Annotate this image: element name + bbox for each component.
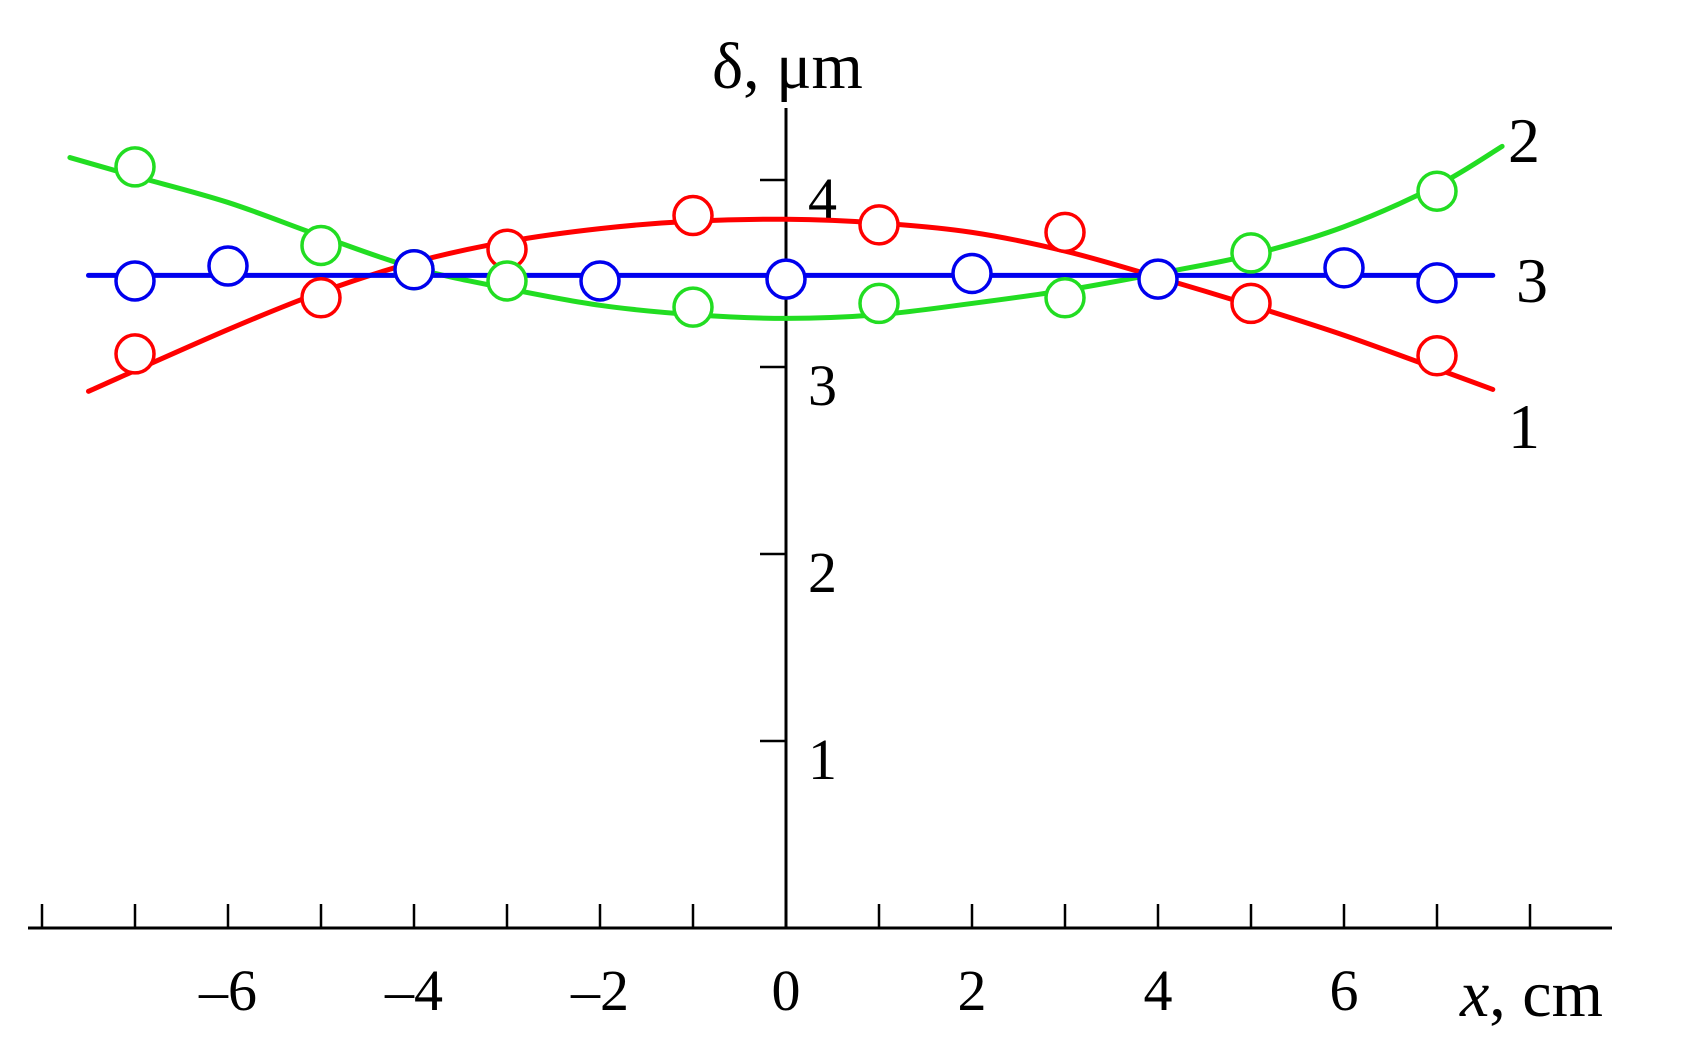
series-3-point bbox=[207, 245, 249, 287]
series-labels: 1 2 3 bbox=[1508, 105, 1548, 462]
x-tick-label: 4 bbox=[1144, 958, 1173, 1023]
series-1-point bbox=[1044, 211, 1086, 254]
x-ticks: –6 –4 –2 0 2 4 6 bbox=[40, 904, 1532, 1023]
axes bbox=[28, 108, 1612, 930]
series-label-1: 1 bbox=[1508, 391, 1540, 462]
series-1-point bbox=[300, 277, 342, 319]
series-1-point bbox=[858, 204, 900, 246]
y-tick-label: 3 bbox=[808, 353, 837, 418]
x-tick-label: –2 bbox=[570, 958, 629, 1023]
series-label-3: 3 bbox=[1516, 245, 1548, 316]
series-2-point bbox=[1230, 232, 1272, 274]
x-tick-label: –4 bbox=[384, 958, 443, 1023]
series-2-point bbox=[858, 282, 900, 325]
series-1-point bbox=[672, 194, 714, 237]
series-3-point bbox=[1416, 262, 1458, 304]
series-1-point bbox=[1230, 282, 1272, 325]
series-markers bbox=[114, 146, 1458, 377]
x-axis-label-var: x bbox=[1459, 958, 1489, 1031]
series-3-point bbox=[1137, 258, 1179, 300]
series-3-point bbox=[1323, 247, 1365, 289]
series-2-point bbox=[672, 286, 714, 328]
y-tick-label: 1 bbox=[808, 727, 837, 792]
series-2-point bbox=[486, 260, 528, 302]
series-1-point bbox=[1416, 335, 1458, 377]
series-3-point bbox=[951, 252, 993, 295]
y-tick-label: 2 bbox=[808, 540, 837, 605]
series-3-point bbox=[579, 260, 621, 302]
series-2-point bbox=[1416, 170, 1458, 212]
series-2-point bbox=[114, 146, 156, 188]
series-3-point bbox=[114, 260, 156, 302]
series-2-point bbox=[1044, 277, 1086, 319]
series-label-2: 2 bbox=[1508, 105, 1540, 176]
series-1-point bbox=[114, 333, 156, 375]
y-axis-label: δ, μm bbox=[712, 30, 863, 103]
x-axis-label: x, cm bbox=[1459, 958, 1603, 1031]
series-2-curve bbox=[67, 143, 1505, 321]
series-3-point bbox=[393, 249, 435, 291]
series-3-point bbox=[765, 258, 807, 300]
x-axis-label-unit: , cm bbox=[1489, 958, 1603, 1031]
x-tick-label: 2 bbox=[958, 958, 987, 1023]
x-tick-label: 0 bbox=[772, 958, 801, 1023]
series-2-point bbox=[300, 224, 342, 267]
x-tick-label: –6 bbox=[198, 958, 257, 1023]
x-tick-label: 6 bbox=[1330, 958, 1359, 1023]
